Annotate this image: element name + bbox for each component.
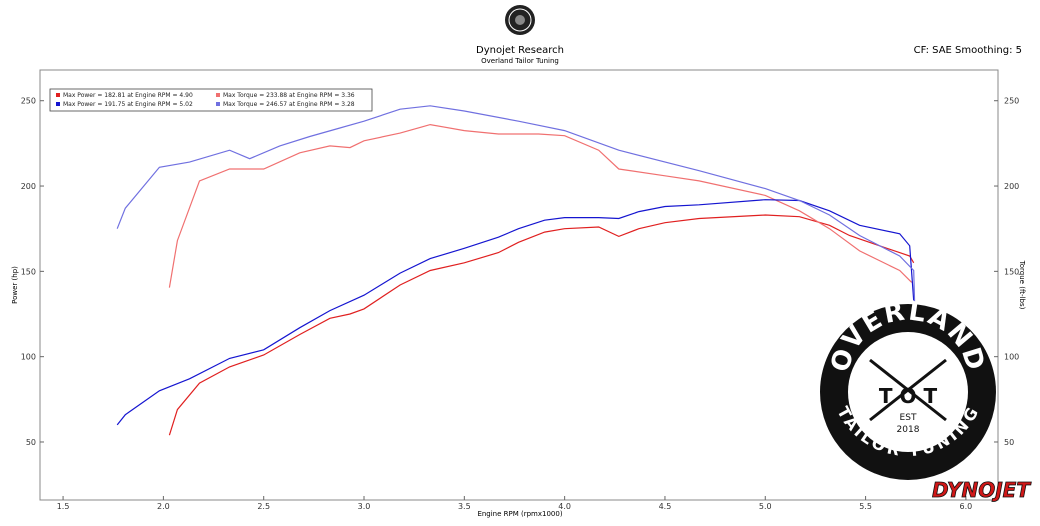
lines xyxy=(116,105,916,436)
subtitle: Overland Tailor Tuning xyxy=(481,57,559,65)
x-tick-label: 1.5 xyxy=(57,502,70,511)
x-tick-label: 5.5 xyxy=(859,502,872,511)
top-emblem xyxy=(505,5,535,35)
logo-est: EST xyxy=(900,413,917,423)
title: Dynojet Research xyxy=(476,45,564,56)
legend-label: Max Power = 191.75 at Engine RPM = 5.02 xyxy=(63,101,193,108)
legend-label: Max Torque = 246.57 at Engine RPM = 3.28 xyxy=(223,101,355,108)
y-tick-label: 100 xyxy=(21,353,36,362)
x-tick-label: 6.0 xyxy=(960,502,973,511)
y2-tick-label: 50 xyxy=(1004,438,1014,447)
legend-label: Max Power = 182.81 at Engine RPM = 4.90 xyxy=(63,92,193,99)
x-tick-label: 3.5 xyxy=(458,502,471,511)
y2-tick-label: 150 xyxy=(1004,267,1019,276)
x-tick-label: 2.5 xyxy=(257,502,270,511)
x-tick-label: 5.0 xyxy=(759,502,772,511)
legend xyxy=(49,88,373,112)
legend-swatch xyxy=(216,93,220,97)
x-axis-label: Engine RPM (rpmx1000) xyxy=(477,510,562,518)
logo-year: 2018 xyxy=(897,425,920,435)
series-line xyxy=(168,123,913,288)
series-line xyxy=(116,199,915,426)
y2-axis-label: Torque (ft-lbs) xyxy=(1018,260,1026,310)
legend-swatch xyxy=(56,102,60,106)
legend-swatch xyxy=(216,102,220,106)
y2-tick-label: 250 xyxy=(1004,97,1019,106)
legend-entries: Max Power = 182.81 at Engine RPM = 4.90 M… xyxy=(56,92,355,108)
y2-tick-label: 200 xyxy=(1004,182,1019,191)
legend-swatch xyxy=(56,93,60,97)
y2-tick-label: 100 xyxy=(1004,353,1019,362)
x-tick-label: 4.5 xyxy=(659,502,672,511)
grid: 1.5 2.0 2.5 3.0 3.5 4.0 4.5 5.0 5.5 6.0 50 100 150 20… xyxy=(21,97,1020,511)
series-line xyxy=(116,105,916,306)
series-line xyxy=(168,214,915,436)
x-tick-label: 2.0 xyxy=(157,502,170,511)
logo-initials: T O T xyxy=(879,384,938,408)
legend-label: Max Torque = 233.88 at Engine RPM = 3.36 xyxy=(223,92,355,99)
x-tick-label: 4.0 xyxy=(558,502,571,511)
dynojet-logo: DYNOJET xyxy=(932,478,1031,502)
y-tick-label: 250 xyxy=(21,97,36,106)
y-tick-label: 50 xyxy=(26,438,36,447)
y-axis-label: Power (hp) xyxy=(11,266,19,304)
y-tick-label: 150 xyxy=(21,267,36,276)
overland-logo: OVERLAND TAILOR TUNING T O T EST 2018 xyxy=(820,296,996,480)
y-tick-label: 200 xyxy=(21,182,36,191)
settings: CF: SAE Smoothing: 5 xyxy=(914,45,1022,56)
x-tick-label: 3.0 xyxy=(358,502,371,511)
